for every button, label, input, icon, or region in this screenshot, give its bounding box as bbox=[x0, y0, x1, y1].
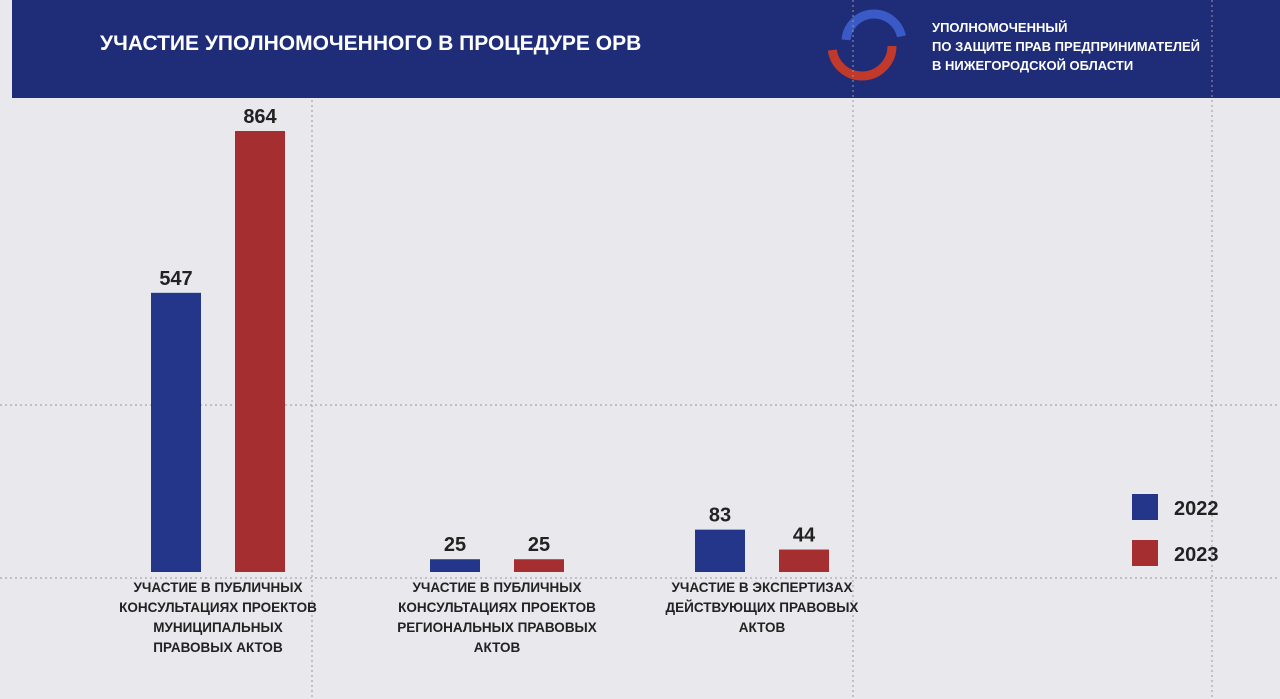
legend-swatch bbox=[1132, 540, 1158, 566]
bar bbox=[430, 559, 480, 572]
legend-swatch bbox=[1132, 494, 1158, 520]
logo bbox=[827, 9, 907, 81]
x-tick-label: УЧАСТИЕ В ПУБЛИЧНЫХ КОНСУЛЬТАЦИЯХ ПРОЕКТ… bbox=[397, 580, 597, 655]
bar bbox=[151, 292, 201, 572]
org-line: ПО ЗАЩИТЕ ПРАВ ПРЕДПРИНИМАТЕЛЕЙ bbox=[932, 39, 1201, 54]
bar bbox=[235, 131, 285, 572]
logo-arc bbox=[841, 9, 907, 75]
bar bbox=[695, 529, 745, 572]
x-tick-label: УЧАСТИЕ В ЭКСПЕРТИЗАХ ДЕЙСТВУЮЩИХ ПРАВОВ… bbox=[665, 580, 859, 635]
org-line: В НИЖЕГОРОДСКОЙ ОБЛАСТИ bbox=[932, 58, 1134, 73]
chart-title: УЧАСТИЕ УПОЛНОМОЧЕННОГО В ПРОЦЕДУРЕ ОРВ bbox=[100, 32, 642, 55]
logo-arc bbox=[827, 11, 897, 81]
org-line: УПОЛНОМОЧЕННЫЙ bbox=[932, 20, 1068, 35]
org-name: УПОЛНОМОЧЕННЫЙ ПО ЗАЩИТЕ ПРАВ ПРЕДПРИНИМА… bbox=[932, 18, 1200, 75]
bar bbox=[779, 549, 829, 572]
data-label: 25 bbox=[444, 534, 466, 556]
data-label: 44 bbox=[793, 525, 816, 547]
data-label: 547 bbox=[159, 268, 192, 290]
header: УЧАСТИЕ УПОЛНОМОЧЕННОГО В ПРОЦЕДУРЕ ОРВ … bbox=[12, 0, 1280, 98]
legend-label: 2022 bbox=[1174, 498, 1219, 520]
data-label: 83 bbox=[709, 505, 731, 527]
data-label: 864 bbox=[243, 106, 277, 128]
data-label: 25 bbox=[528, 534, 550, 556]
x-tick-label: УЧАСТИЕ В ПУБЛИЧНЫХ КОНСУЛЬТАЦИЯХ ПРОЕКТ… bbox=[119, 580, 317, 655]
bar bbox=[514, 559, 564, 572]
legend-label: 2023 bbox=[1174, 544, 1219, 566]
